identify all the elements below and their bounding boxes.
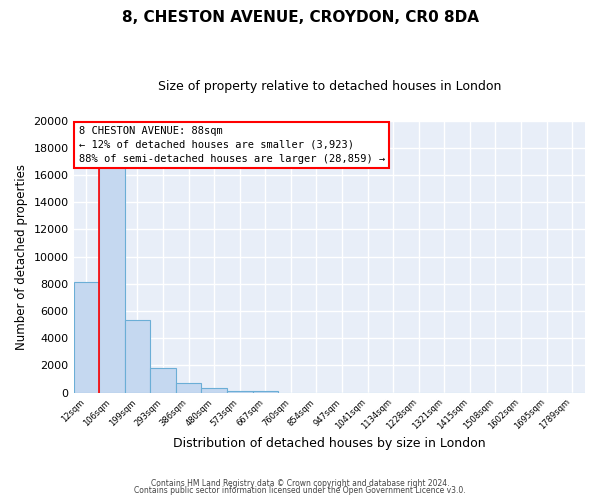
Title: Size of property relative to detached houses in London: Size of property relative to detached ho… [158, 80, 501, 93]
Text: 8, CHESTON AVENUE, CROYDON, CR0 8DA: 8, CHESTON AVENUE, CROYDON, CR0 8DA [121, 10, 479, 25]
Bar [176, 383, 202, 392]
Y-axis label: Number of detached properties: Number of detached properties [15, 164, 28, 350]
Bar [202, 388, 227, 392]
Text: Contains HM Land Registry data © Crown copyright and database right 2024.: Contains HM Land Registry data © Crown c… [151, 478, 449, 488]
Bar [99, 167, 125, 392]
X-axis label: Distribution of detached houses by size in London: Distribution of detached houses by size … [173, 437, 485, 450]
Bar [150, 368, 176, 392]
Bar [227, 390, 253, 392]
Text: 8 CHESTON AVENUE: 88sqm
← 12% of detached houses are smaller (3,923)
88% of semi: 8 CHESTON AVENUE: 88sqm ← 12% of detache… [79, 126, 385, 164]
Bar [74, 282, 99, 393]
Bar [125, 320, 150, 392]
Text: Contains public sector information licensed under the Open Government Licence v3: Contains public sector information licen… [134, 486, 466, 495]
